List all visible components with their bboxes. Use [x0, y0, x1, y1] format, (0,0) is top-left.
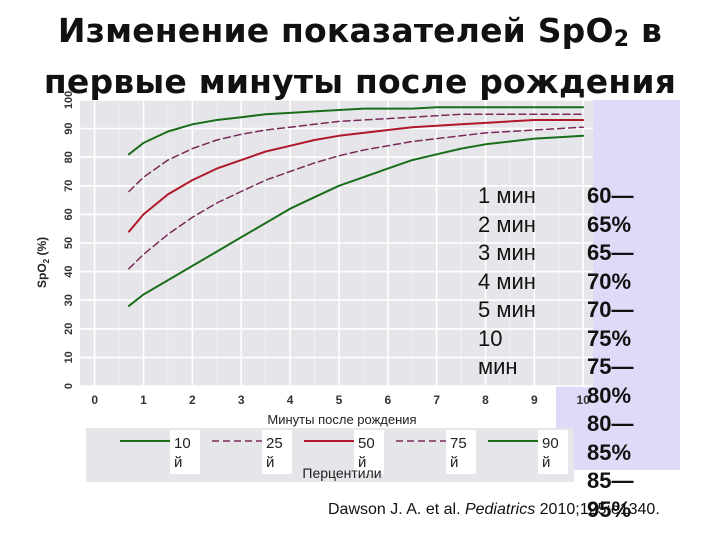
range-item: 65—: [587, 240, 634, 265]
x-axis-label-bg: [236, 409, 448, 429]
y-axis-label: SpO2 (%): [35, 237, 51, 288]
title-line-2: первые минуты после рождения: [43, 62, 677, 101]
y-tick-label: 40: [63, 265, 75, 277]
series-group: [127, 106, 585, 307]
y-tick-label: 60: [63, 208, 75, 220]
time-item: 5 мин: [478, 297, 536, 322]
y-tick-label: 20: [63, 323, 75, 335]
citation: Dawson J. A. et al. Pediatrics 2010;125;…: [328, 501, 660, 519]
time-item: 4 мин: [478, 268, 536, 294]
range-item: 75—: [587, 354, 634, 379]
x-tick-label: 4: [287, 393, 294, 407]
range-item: 65%: [587, 211, 632, 237]
y-tick-label: 50: [63, 237, 75, 249]
legend-label-bg: [170, 430, 200, 474]
x-tick-label: 10: [577, 393, 591, 407]
y-tick-label: 100: [63, 91, 75, 109]
title-line-1: Изменение показателей SpO2 в: [0, 10, 720, 61]
x-tick-labels: 0 1 2 3 4 5 6 7 8 9 10: [91, 393, 590, 407]
range-item: 80%: [587, 382, 632, 408]
x-tick-label: 7: [433, 393, 440, 407]
legend-label-bg: [538, 430, 568, 474]
x-tick-label: 5: [336, 393, 343, 407]
y-tick-label: 30: [63, 294, 75, 306]
range-item: 75%: [587, 325, 632, 351]
x-tick-label: 2: [189, 393, 196, 407]
series-line-2: [128, 126, 584, 270]
legend-label-3: 50 й: [358, 435, 375, 471]
y-tick-label: 10: [63, 351, 75, 363]
citation-authors: Dawson J. A. et al.: [328, 501, 465, 518]
time-item: 3 мин: [478, 240, 536, 265]
time-item: мин: [478, 354, 518, 379]
legend-label-bg: [262, 430, 292, 474]
time-item: 1 мин: [478, 183, 536, 208]
range-item: 95%: [587, 496, 632, 522]
x-tick-label: 6: [384, 393, 391, 407]
y-tick-label: 70: [63, 180, 75, 192]
legend-title: Перцентили: [302, 465, 381, 481]
legend: 10 й 25 й 50 й 75 й 90 й: [120, 430, 568, 474]
y-tick-label: 80: [63, 151, 75, 163]
y-tick-labels: 0 10 20 30 40 50 60 70 80 90 100: [63, 91, 75, 389]
range-item: 70%: [587, 268, 632, 294]
time-item: 10: [478, 325, 503, 351]
range-item: 70—: [587, 297, 634, 322]
range-item: 85—: [587, 468, 634, 493]
legend-label-bg: [446, 430, 476, 474]
title-line-1-sub: 2: [613, 27, 630, 52]
x-tick-label: 0: [91, 393, 98, 407]
series-line-5: [127, 106, 585, 156]
citation-rest: 2010;125;e1340.: [535, 501, 660, 518]
series-line-3: [127, 119, 585, 233]
legend-label-1: 10 й: [174, 435, 191, 471]
page-title: Изменение показателей SpO2 в первые мину…: [0, 10, 720, 103]
time-item: 2 мин: [478, 211, 536, 237]
series-line-4: [128, 113, 584, 193]
legend-box: [86, 428, 574, 482]
title-line-1-suffix: в: [629, 11, 663, 50]
target-range-list: 60— 65% 65— 70% 70— 75% 75— 80% 80— 85% …: [587, 182, 633, 524]
range-item: 80—: [587, 411, 634, 436]
legend-label-2: 25 й: [266, 435, 283, 471]
title-line-1-o: O: [585, 11, 614, 50]
legend-label-5: 90 й: [542, 435, 559, 471]
citation-journal: Pediatrics: [464, 501, 536, 518]
legend-label-4: 75 й: [450, 435, 467, 471]
legend-label-bg: [354, 430, 384, 474]
range-item: 85%: [587, 439, 632, 465]
y-axis-label-suffix: (%): [35, 237, 49, 259]
x-tick-label: 3: [238, 393, 245, 407]
title-line-1-prefix: Изменение показателей Sp: [57, 11, 586, 50]
y-tick-label: 90: [63, 122, 75, 134]
time-list: 1 мин 2 мин 3 мин 4 мин 5 мин 10 мин: [478, 182, 536, 382]
grid: [80, 99, 593, 387]
y-axis-label-prefix: SpO: [35, 263, 49, 288]
y-tick-label: 0: [63, 383, 75, 389]
x-tick-label: 8: [482, 393, 489, 407]
y-axis-label-sub: 2: [42, 258, 51, 263]
series-line-1: [127, 134, 585, 307]
x-axis-label: Минуты после рождения: [267, 412, 416, 427]
x-tick-label: 9: [531, 393, 538, 407]
x-tick-label: 1: [140, 393, 147, 407]
range-item: 60—: [587, 183, 634, 208]
